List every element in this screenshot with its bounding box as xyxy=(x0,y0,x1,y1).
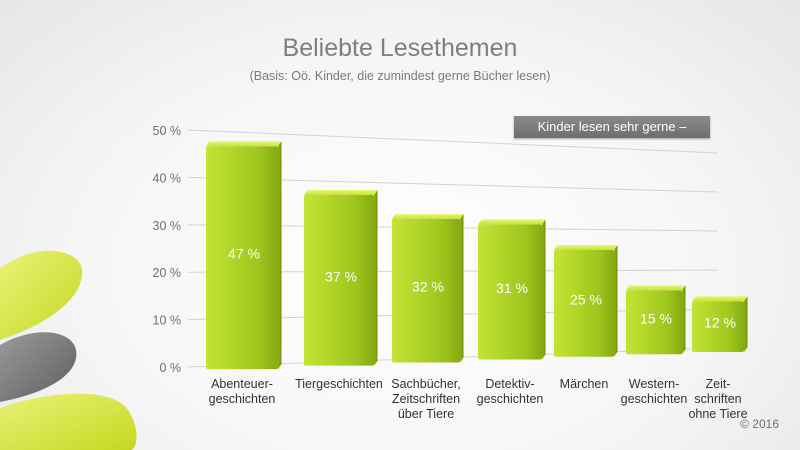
bar-value-label: 31 % xyxy=(496,280,528,296)
bar xyxy=(626,285,686,355)
y-tick-label: 10 % xyxy=(153,314,182,328)
chart-title: Beliebte Lesethemen xyxy=(282,34,518,62)
chart-subtitle: (Basis: Oö. Kinder, die zumindest gerne … xyxy=(249,69,551,83)
y-tick-label: 0 % xyxy=(159,361,181,375)
x-category-label: Abenteuer-geschichten xyxy=(209,377,276,406)
bar-value-label: 15 % xyxy=(640,310,672,326)
bar xyxy=(304,190,378,366)
legend-label: Kinder lesen sehr gerne – xyxy=(514,116,710,138)
bar xyxy=(692,296,748,352)
bar xyxy=(478,219,546,360)
x-category-label: Sachbücher, Zeitschriften über Tiere xyxy=(391,377,461,421)
bar-value-label: 12 % xyxy=(704,315,736,331)
gridline xyxy=(187,129,719,154)
x-category-label: Märchen xyxy=(560,377,609,391)
y-tick-label: 30 % xyxy=(153,219,182,233)
bar xyxy=(554,244,618,357)
x-category-label: Western-geschichten xyxy=(621,377,688,406)
y-tick-label: 50 % xyxy=(153,124,182,138)
bar xyxy=(206,141,282,370)
y-tick-label: 20 % xyxy=(153,266,182,280)
bar-value-label: 32 % xyxy=(412,279,444,295)
copyright-text: © 2016 xyxy=(740,417,779,431)
y-tick-label: 40 % xyxy=(153,171,182,185)
x-category-label: Detektiv-geschichten xyxy=(477,377,544,406)
x-category-label: Zeit-schriften ohne Tiere xyxy=(688,377,747,421)
bar-value-label: 25 % xyxy=(570,291,602,307)
bar xyxy=(392,213,464,363)
bar-value-label: 47 % xyxy=(228,246,260,262)
bar-value-label: 37 % xyxy=(325,268,357,284)
decorative-swoosh-graphic xyxy=(0,250,137,450)
x-category-label: Tiergeschichten xyxy=(295,377,383,391)
